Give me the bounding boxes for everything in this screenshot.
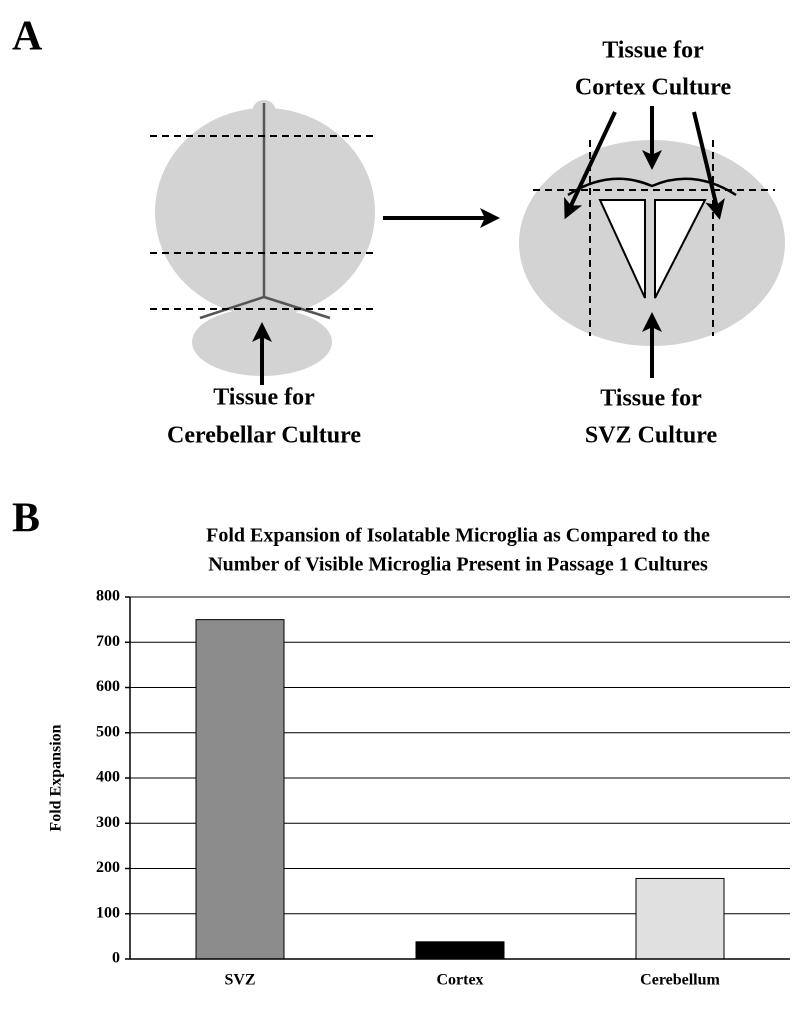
- y-tick-label: 0: [112, 950, 120, 967]
- y-axis-label: Fold Expansion: [48, 724, 65, 831]
- whole-brain: [150, 100, 375, 376]
- annotation: Tissue for: [602, 38, 704, 64]
- brain-slice: [519, 140, 785, 346]
- bar: [415, 941, 505, 960]
- chart-title: Number of Visible Microglia Present in P…: [208, 554, 708, 576]
- annotation: Tissue for: [600, 386, 702, 412]
- chart-title: Fold Expansion of Isolatable Microglia a…: [206, 525, 710, 547]
- annotation: Cortex Culture: [575, 75, 732, 101]
- y-tick-label: 800: [96, 588, 120, 605]
- y-tick-label: 400: [96, 769, 120, 786]
- plot: 0 100 200 300 400 500 600 700 800 SVZ Cortex Cerebe…: [96, 588, 790, 989]
- bar: [195, 619, 285, 960]
- annotation: Tissue for: [213, 385, 315, 411]
- annotation: Cerebellar Culture: [167, 423, 361, 449]
- arrow: [564, 111, 617, 220]
- bar: [635, 877, 725, 960]
- annotation: SVZ Culture: [585, 423, 718, 449]
- panel-label: A: [12, 14, 43, 60]
- y-tick-label: 500: [96, 723, 120, 740]
- arrow: [692, 111, 725, 220]
- x-tick-label: SVZ: [224, 972, 255, 989]
- y-tick-label: 700: [96, 633, 120, 650]
- x-tick-label: Cortex: [436, 972, 483, 989]
- x-tick-label: Cerebellum: [640, 972, 720, 989]
- panel-label: B: [12, 496, 40, 542]
- y-tick-label: 600: [96, 678, 120, 695]
- y-tick-label: 300: [96, 814, 120, 831]
- y-tick-label: 100: [96, 904, 120, 921]
- y-tick-label: 200: [96, 859, 120, 876]
